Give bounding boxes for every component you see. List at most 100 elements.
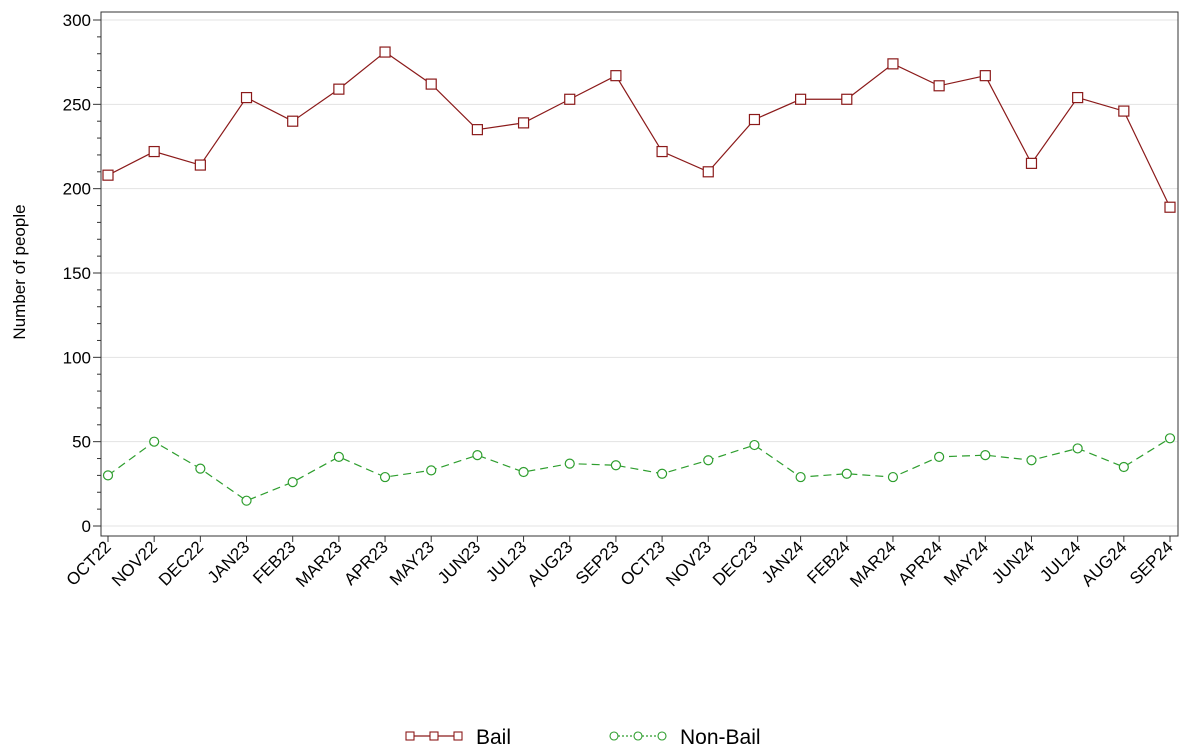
x-tick-label: AUG24	[1078, 537, 1131, 590]
y-tick-label: 100	[63, 348, 91, 367]
x-tick-label: JUL23	[482, 537, 530, 585]
point-non-bail	[518, 466, 529, 478]
point-non-bail	[379, 471, 391, 483]
point-non-bail	[102, 470, 114, 481]
series-line-non-bail	[107, 437, 1171, 502]
y-tick-labels: 0 50 100 150 200 250 300	[63, 11, 91, 536]
point-non-bail	[472, 450, 483, 461]
plot-frame	[100, 11, 1179, 537]
point-bail	[425, 78, 437, 90]
legend-marker	[453, 731, 463, 741]
x-tick-label: OCT23	[617, 537, 669, 589]
point-bail	[148, 145, 160, 158]
point-non-bail	[610, 460, 622, 471]
point-bail	[841, 93, 853, 105]
x-tick-label: JAN23	[204, 537, 254, 587]
x-tick-label: APR23	[340, 537, 392, 589]
legend: Bail Non-Bail	[405, 726, 761, 749]
point-non-bail	[333, 451, 344, 462]
point-bail	[933, 80, 945, 92]
x-tick-label: DEC23	[709, 537, 761, 589]
x-tick-label: SEP24	[1126, 537, 1177, 588]
x-tick-label: JUN24	[988, 537, 1038, 587]
x-tick-label: JUN23	[434, 537, 484, 587]
point-bail	[795, 93, 807, 105]
x-tick-label: MAY23	[386, 537, 438, 589]
point-bail	[656, 145, 668, 158]
x-tick-label: FEB24	[803, 537, 853, 587]
legend-marker	[633, 731, 643, 741]
legend-marker	[405, 731, 415, 741]
point-bail	[979, 70, 991, 82]
point-non-bail	[287, 477, 298, 488]
point-non-bail	[195, 463, 206, 474]
point-bail	[471, 124, 483, 136]
point-bail	[564, 93, 576, 105]
point-non-bail	[564, 458, 575, 469]
gridlines	[101, 19, 1178, 527]
x-tick-label: JUL24	[1036, 537, 1084, 585]
point-non-bail	[841, 468, 852, 479]
legend-item-bail: Bail	[405, 726, 511, 749]
x-tick-label: MAY24	[940, 537, 992, 589]
axes	[93, 11, 1179, 542]
y-tick-label: 50	[72, 433, 91, 452]
legend-label: Bail	[476, 726, 511, 749]
x-tick-label: JAN24	[758, 537, 808, 587]
legend-label: Non-Bail	[680, 726, 761, 749]
point-bail	[379, 46, 391, 58]
point-bail	[702, 166, 714, 178]
x-tick-labels: OCT22NOV22DEC22JAN23FEB23MAR23APR23MAY23…	[63, 537, 1177, 591]
x-tick-label: AUG23	[524, 537, 577, 590]
point-non-bail	[656, 468, 668, 479]
point-bail	[1025, 157, 1038, 169]
point-non-bail	[1072, 443, 1083, 454]
x-tick-label: MAR23	[292, 537, 346, 591]
point-bail	[287, 115, 299, 127]
point-non-bail	[1164, 433, 1176, 444]
point-non-bail	[749, 439, 760, 451]
x-tick-label: OCT22	[63, 537, 115, 589]
x-tick-label: NOV23	[662, 537, 715, 590]
point-bail	[102, 169, 114, 181]
point-non-bail	[1026, 455, 1037, 466]
point-bail	[610, 70, 622, 82]
y-tick-label: 250	[63, 95, 91, 114]
point-bail	[1072, 91, 1084, 104]
point-bail	[1164, 201, 1176, 213]
point-non-bail	[703, 455, 714, 466]
point-bail	[887, 58, 899, 70]
y-tick-label: 200	[63, 180, 91, 199]
point-non-bail	[149, 436, 160, 447]
point-non-bail	[887, 471, 899, 483]
x-tick-label: FEB23	[249, 537, 299, 587]
point-non-bail	[426, 465, 437, 476]
x-tick-label: NOV22	[108, 537, 161, 590]
x-tick-label: SEP23	[572, 537, 623, 588]
y-tick-label: 300	[63, 11, 91, 30]
point-non-bail	[1118, 461, 1129, 473]
x-tick-label: DEC22	[155, 537, 207, 589]
legend-item-non-bail: Non-Bail	[609, 726, 761, 749]
legend-marker	[657, 731, 667, 741]
x-tick-label: APR24	[894, 537, 946, 589]
point-bail	[333, 83, 345, 95]
y-tick-label: 0	[82, 517, 91, 536]
x-tick-label: MAR24	[846, 537, 900, 591]
series-line-bail	[107, 51, 1171, 208]
point-non-bail	[241, 495, 252, 506]
legend-marker	[429, 731, 439, 741]
y-tick-label: 150	[63, 264, 91, 283]
legend-marker	[609, 731, 619, 741]
point-bail	[748, 113, 761, 126]
point-bail	[194, 159, 206, 171]
point-bail	[1118, 105, 1130, 117]
y-axis-title: Number of people	[10, 204, 29, 339]
point-non-bail	[934, 451, 945, 462]
series-lines	[102, 46, 1176, 506]
point-non-bail	[980, 450, 991, 461]
point-bail	[517, 117, 530, 129]
point-bail	[240, 91, 253, 104]
